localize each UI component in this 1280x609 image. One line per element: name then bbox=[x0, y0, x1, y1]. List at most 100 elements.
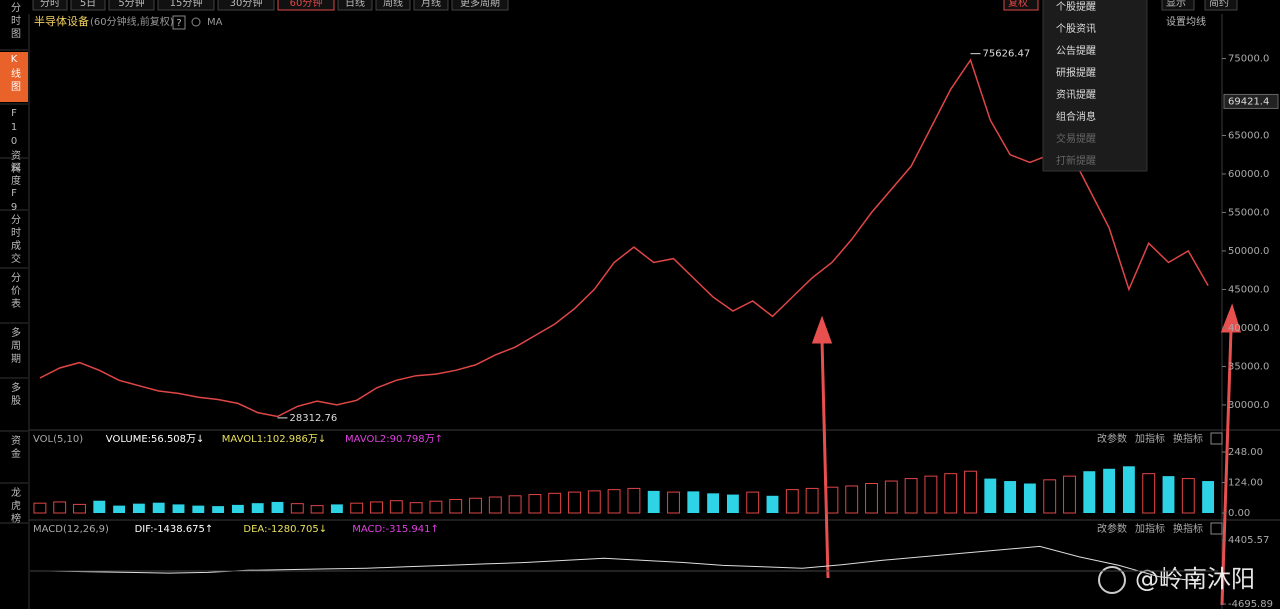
period-tab[interactable] bbox=[413, 0, 449, 11]
volume-bar bbox=[587, 490, 601, 514]
help[interactable]: ? bbox=[176, 18, 181, 29]
volume-bar bbox=[528, 494, 542, 514]
toolbar-button[interactable] bbox=[1204, 0, 1238, 11]
volume-bar bbox=[568, 491, 581, 514]
menu-item[interactable]: 研报提醒 bbox=[1056, 66, 1096, 79]
volume-bar bbox=[687, 491, 700, 513]
volume-bar bbox=[1103, 468, 1116, 513]
menu-item[interactable]: 个股资讯 bbox=[1056, 23, 1096, 35]
panel-control[interactable]: 改参数 bbox=[1097, 432, 1127, 445]
chart-subtitle: (60分钟线,前复权) bbox=[90, 15, 174, 28]
period-tab[interactable] bbox=[108, 0, 155, 11]
weibo-icon bbox=[1098, 566, 1126, 594]
sidebar-item[interactable]: 多周期 bbox=[9, 326, 21, 366]
period-label[interactable]: 分时 bbox=[40, 0, 60, 9]
period-label[interactable]: 周线 bbox=[383, 0, 403, 9]
volume-bar bbox=[707, 493, 720, 513]
sidebar-item[interactable]: 资金 bbox=[9, 435, 21, 461]
panel-control[interactable]: 换指标 bbox=[1173, 522, 1203, 535]
volume-bar bbox=[33, 502, 47, 514]
period-tab[interactable] bbox=[157, 0, 215, 11]
legend-item: DEA:-1280.705↓ bbox=[243, 524, 327, 535]
toolbar-button[interactable] bbox=[1003, 0, 1039, 11]
volume-bar bbox=[93, 500, 106, 513]
volume-bar bbox=[785, 489, 799, 514]
period-tab[interactable] bbox=[70, 0, 106, 11]
menu-item[interactable]: 组合消息 bbox=[1056, 110, 1096, 123]
sidebar-item[interactable]: 分价表 bbox=[9, 272, 21, 311]
last-price-box bbox=[1223, 93, 1279, 109]
period-label[interactable]: 5分钟 bbox=[118, 0, 144, 9]
period-label[interactable]: 30分钟 bbox=[230, 0, 263, 9]
volume-bar bbox=[607, 489, 621, 514]
period-label[interactable]: 60分钟 bbox=[290, 0, 323, 9]
sidebar-item[interactable]: 多股 bbox=[9, 381, 21, 408]
close-box[interactable] bbox=[1210, 522, 1223, 535]
period-tab[interactable] bbox=[337, 0, 373, 11]
sidebar-item[interactable]: 分时图 bbox=[9, 2, 21, 41]
sidebar-item[interactable]: 分时成交 bbox=[9, 214, 21, 266]
volume-bar bbox=[271, 501, 284, 513]
toolbar-button-label[interactable]: 复权 bbox=[1008, 0, 1028, 9]
volume-bar bbox=[904, 478, 918, 514]
price-line bbox=[39, 58, 1209, 418]
volume-bar bbox=[667, 491, 680, 514]
y-tick-label: 124.00 bbox=[1228, 478, 1263, 489]
settings-button[interactable]: 设置均线 bbox=[1166, 15, 1206, 28]
panel-control[interactable]: 换指标 bbox=[1173, 432, 1203, 445]
volume-bar bbox=[1043, 479, 1057, 514]
y-tick-label: 50000.0 bbox=[1228, 246, 1269, 257]
legend-item: MACD:-315.941↑ bbox=[352, 524, 439, 535]
menu-item[interactable]: 个股提醒 bbox=[1056, 1, 1096, 13]
period-label[interactable]: 月线 bbox=[421, 0, 441, 9]
max-label: 75626.47 bbox=[983, 49, 1031, 60]
menu-item: 打新提醒 bbox=[1056, 154, 1096, 167]
period-label[interactable]: 日线 bbox=[345, 0, 365, 9]
volume-bar bbox=[865, 483, 878, 514]
volume-bar bbox=[192, 505, 205, 513]
period-label[interactable]: 更多周期 bbox=[460, 0, 500, 9]
gear-icon[interactable] bbox=[191, 17, 201, 27]
volume-bar bbox=[964, 470, 977, 514]
period-label[interactable]: 15分钟 bbox=[170, 0, 203, 9]
period-tab[interactable] bbox=[217, 0, 275, 11]
volume-bar bbox=[1202, 481, 1215, 513]
period-label[interactable]: 5日 bbox=[80, 0, 96, 9]
y-tick-label: 45000.0 bbox=[1228, 284, 1269, 295]
menu-item[interactable]: 公告提醒 bbox=[1056, 44, 1096, 57]
toolbar-button-label[interactable]: 显示 bbox=[1166, 0, 1186, 9]
volume-bar bbox=[1142, 473, 1156, 514]
menu-item[interactable]: 资讯提醒 bbox=[1056, 89, 1096, 101]
sidebar-item[interactable]: F10资料 bbox=[9, 108, 21, 176]
dif-line bbox=[49, 545, 1199, 582]
close-box[interactable] bbox=[1210, 432, 1223, 445]
sidebar-active[interactable] bbox=[0, 52, 28, 102]
volume-bar bbox=[73, 503, 86, 514]
sidebar-item[interactable]: 深度F9 bbox=[9, 162, 21, 216]
panel-control[interactable]: 改参数 bbox=[1097, 522, 1127, 535]
period-tab[interactable] bbox=[451, 0, 509, 11]
toolbar-button-label[interactable]: 简约 bbox=[1209, 0, 1229, 9]
panel-control[interactable]: 加指标 bbox=[1135, 432, 1165, 445]
volume-bar bbox=[805, 487, 819, 514]
panel-control[interactable]: 加指标 bbox=[1135, 522, 1165, 535]
menu-item: 交易提醒 bbox=[1056, 132, 1096, 145]
volume-bar bbox=[825, 486, 839, 514]
sidebar-item[interactable]: K线图 bbox=[9, 54, 21, 94]
volume-bar bbox=[172, 504, 185, 513]
sidebar-item[interactable]: 龙虎榜 bbox=[9, 486, 21, 526]
volume-bar bbox=[370, 501, 383, 514]
help-box[interactable] bbox=[172, 15, 186, 30]
period-tab[interactable] bbox=[375, 0, 411, 11]
period-tab[interactable] bbox=[277, 0, 335, 11]
volume-bar bbox=[290, 503, 304, 514]
y-tick-label: 4405.57 bbox=[1228, 535, 1269, 546]
period-tab[interactable] bbox=[32, 0, 68, 11]
toolbar-button[interactable] bbox=[1161, 0, 1195, 11]
volume-bar bbox=[1122, 466, 1135, 513]
volume-bar bbox=[152, 502, 165, 513]
volume-bar bbox=[251, 503, 264, 513]
legend-item: MAVOL2:90.798万↑ bbox=[345, 434, 443, 445]
arrow bbox=[1220, 329, 1233, 606]
